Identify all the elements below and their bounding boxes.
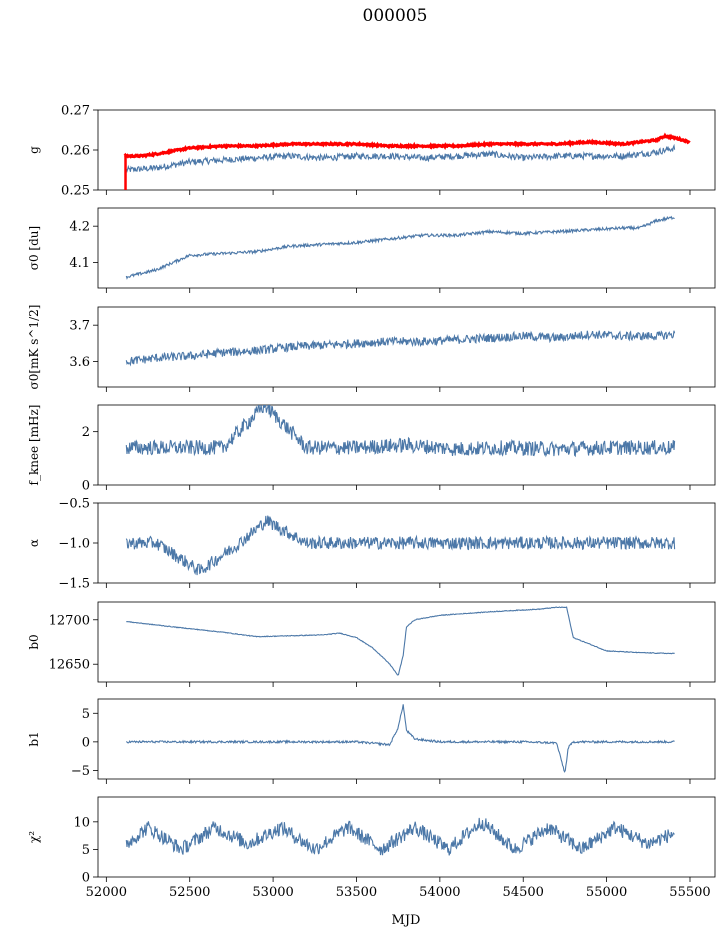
panel-3-ytick-label: 3.7 xyxy=(69,319,90,334)
panel-8-ylabel: χ² xyxy=(27,831,41,843)
panel-8-ytick-label: 5 xyxy=(82,843,90,858)
panel-6-ytick-label: 12650 xyxy=(49,658,90,673)
panel-2-ylabel: σ0 [du] xyxy=(27,226,41,270)
xtick-label: 55500 xyxy=(669,885,710,900)
panel-7-ytick-label: 0 xyxy=(82,735,90,750)
panel-8-series-1-line xyxy=(125,817,675,856)
xtick-label: 54500 xyxy=(503,885,544,900)
xtick-label: 55000 xyxy=(586,885,627,900)
panel-1-series-2-line xyxy=(123,132,691,159)
xtick-label: 52500 xyxy=(169,885,210,900)
panel-2-ytick-label: 4.1 xyxy=(69,256,90,271)
panel-4-ytick-label: 0 xyxy=(82,479,90,494)
panel-3-ytick-label: 3.6 xyxy=(69,355,90,370)
panel-4-ytick-label: 2 xyxy=(82,425,90,440)
panel-7-ylabel: b1 xyxy=(27,731,41,746)
panel-2-ytick-label: 4.2 xyxy=(69,220,90,235)
figure-title: 000005 xyxy=(362,6,428,26)
panel-3-ylabel: σ0[mK s^1/2] xyxy=(27,305,41,390)
panel-6-frame xyxy=(97,601,716,683)
panel-3-frame xyxy=(97,306,716,388)
panel-1-ytick-label: 0.25 xyxy=(61,184,90,199)
panel-7-series-1-line xyxy=(125,704,675,773)
panel-8-ytick-label: 0 xyxy=(82,871,90,886)
panel-1-ylabel: g xyxy=(27,146,41,154)
panel-1-frame xyxy=(97,109,716,191)
panel-8-frame xyxy=(97,796,716,878)
panel-5-ytick-label: −1.0 xyxy=(58,537,90,552)
panel-5-ytick-label: −1.5 xyxy=(58,577,90,592)
panel-4-series-1-line xyxy=(125,405,676,458)
panel-5-ytick-label: −0.5 xyxy=(58,497,90,512)
panel-7-ytick-label: 5 xyxy=(82,707,90,722)
xtick-label: 52000 xyxy=(86,885,127,900)
panel-2-frame xyxy=(97,207,716,289)
panel-1-ytick-label: 0.27 xyxy=(61,104,90,119)
panel-5-series-1-line xyxy=(125,515,676,576)
xtick-label: 54000 xyxy=(419,885,460,900)
panel-6-ylabel: b0 xyxy=(27,634,41,649)
panel-6-ytick-label: 12700 xyxy=(49,613,90,628)
panel-4-frame xyxy=(97,404,716,486)
panel-3-series-1-line xyxy=(125,330,676,367)
panel-6-series-1-line xyxy=(126,606,675,676)
panel-8-ytick-label: 10 xyxy=(73,815,90,830)
panel-1-series-1-line xyxy=(125,143,676,173)
panel-1-ytick-label: 0.26 xyxy=(61,144,90,159)
panel-5-ylabel: α xyxy=(27,539,41,547)
xtick-label: 53000 xyxy=(252,885,293,900)
x-axis-label: MJD xyxy=(392,913,421,928)
xtick-label: 53500 xyxy=(336,885,377,900)
panel-7-frame xyxy=(97,698,716,780)
panel-2-series-1-line xyxy=(125,215,675,280)
panel-4-ylabel: f_knee [mHz] xyxy=(27,405,41,486)
panel-7-ytick-label: −5 xyxy=(71,764,90,779)
